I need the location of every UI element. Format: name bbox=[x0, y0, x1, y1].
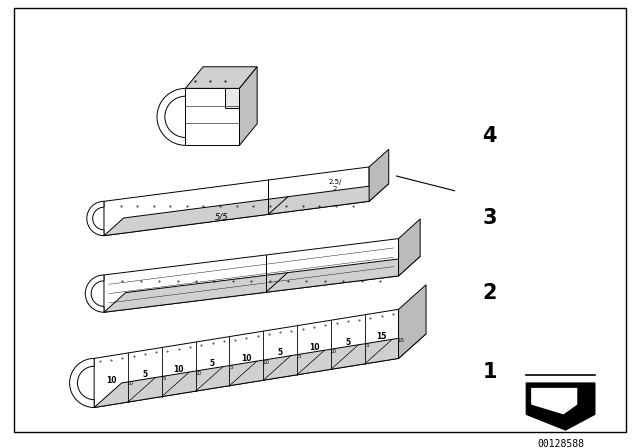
Wedge shape bbox=[157, 88, 186, 145]
Text: 5: 5 bbox=[278, 349, 283, 358]
Polygon shape bbox=[399, 219, 420, 276]
Wedge shape bbox=[87, 201, 104, 236]
Text: 5/5: 5/5 bbox=[215, 212, 228, 221]
Polygon shape bbox=[239, 67, 257, 145]
Polygon shape bbox=[186, 67, 257, 88]
Text: 5: 5 bbox=[142, 370, 147, 379]
Polygon shape bbox=[104, 184, 388, 236]
Polygon shape bbox=[104, 239, 399, 312]
Text: 15: 15 bbox=[397, 338, 404, 343]
Polygon shape bbox=[94, 334, 426, 408]
Polygon shape bbox=[104, 256, 420, 312]
Text: 10: 10 bbox=[173, 365, 184, 374]
Wedge shape bbox=[70, 358, 94, 408]
Polygon shape bbox=[369, 149, 388, 201]
Text: 3: 3 bbox=[483, 208, 497, 228]
Text: 15: 15 bbox=[376, 332, 387, 341]
Polygon shape bbox=[225, 88, 239, 108]
Polygon shape bbox=[104, 167, 369, 236]
Text: 5: 5 bbox=[230, 365, 234, 370]
Text: 5: 5 bbox=[163, 376, 166, 381]
Text: 10: 10 bbox=[241, 354, 252, 363]
Text: 5: 5 bbox=[365, 343, 369, 348]
Text: 10: 10 bbox=[106, 376, 116, 385]
Text: 5: 5 bbox=[298, 354, 301, 359]
Polygon shape bbox=[399, 285, 426, 358]
Text: 10: 10 bbox=[127, 381, 134, 387]
Text: 00128588: 00128588 bbox=[537, 439, 584, 448]
Polygon shape bbox=[94, 309, 399, 408]
Text: 2: 2 bbox=[483, 283, 497, 302]
Polygon shape bbox=[526, 383, 595, 430]
Wedge shape bbox=[85, 275, 104, 312]
Polygon shape bbox=[531, 388, 577, 414]
Polygon shape bbox=[186, 88, 239, 145]
Text: 10: 10 bbox=[330, 349, 337, 353]
Text: 10: 10 bbox=[262, 360, 269, 365]
Text: 2.5/
2: 2.5/ 2 bbox=[328, 179, 341, 192]
Text: 4: 4 bbox=[483, 126, 497, 146]
Text: 10: 10 bbox=[195, 370, 202, 375]
Text: 1: 1 bbox=[483, 362, 497, 382]
Text: 5: 5 bbox=[210, 359, 215, 368]
Text: 5: 5 bbox=[345, 337, 350, 347]
FancyBboxPatch shape bbox=[13, 8, 627, 432]
Text: 10: 10 bbox=[308, 343, 319, 352]
